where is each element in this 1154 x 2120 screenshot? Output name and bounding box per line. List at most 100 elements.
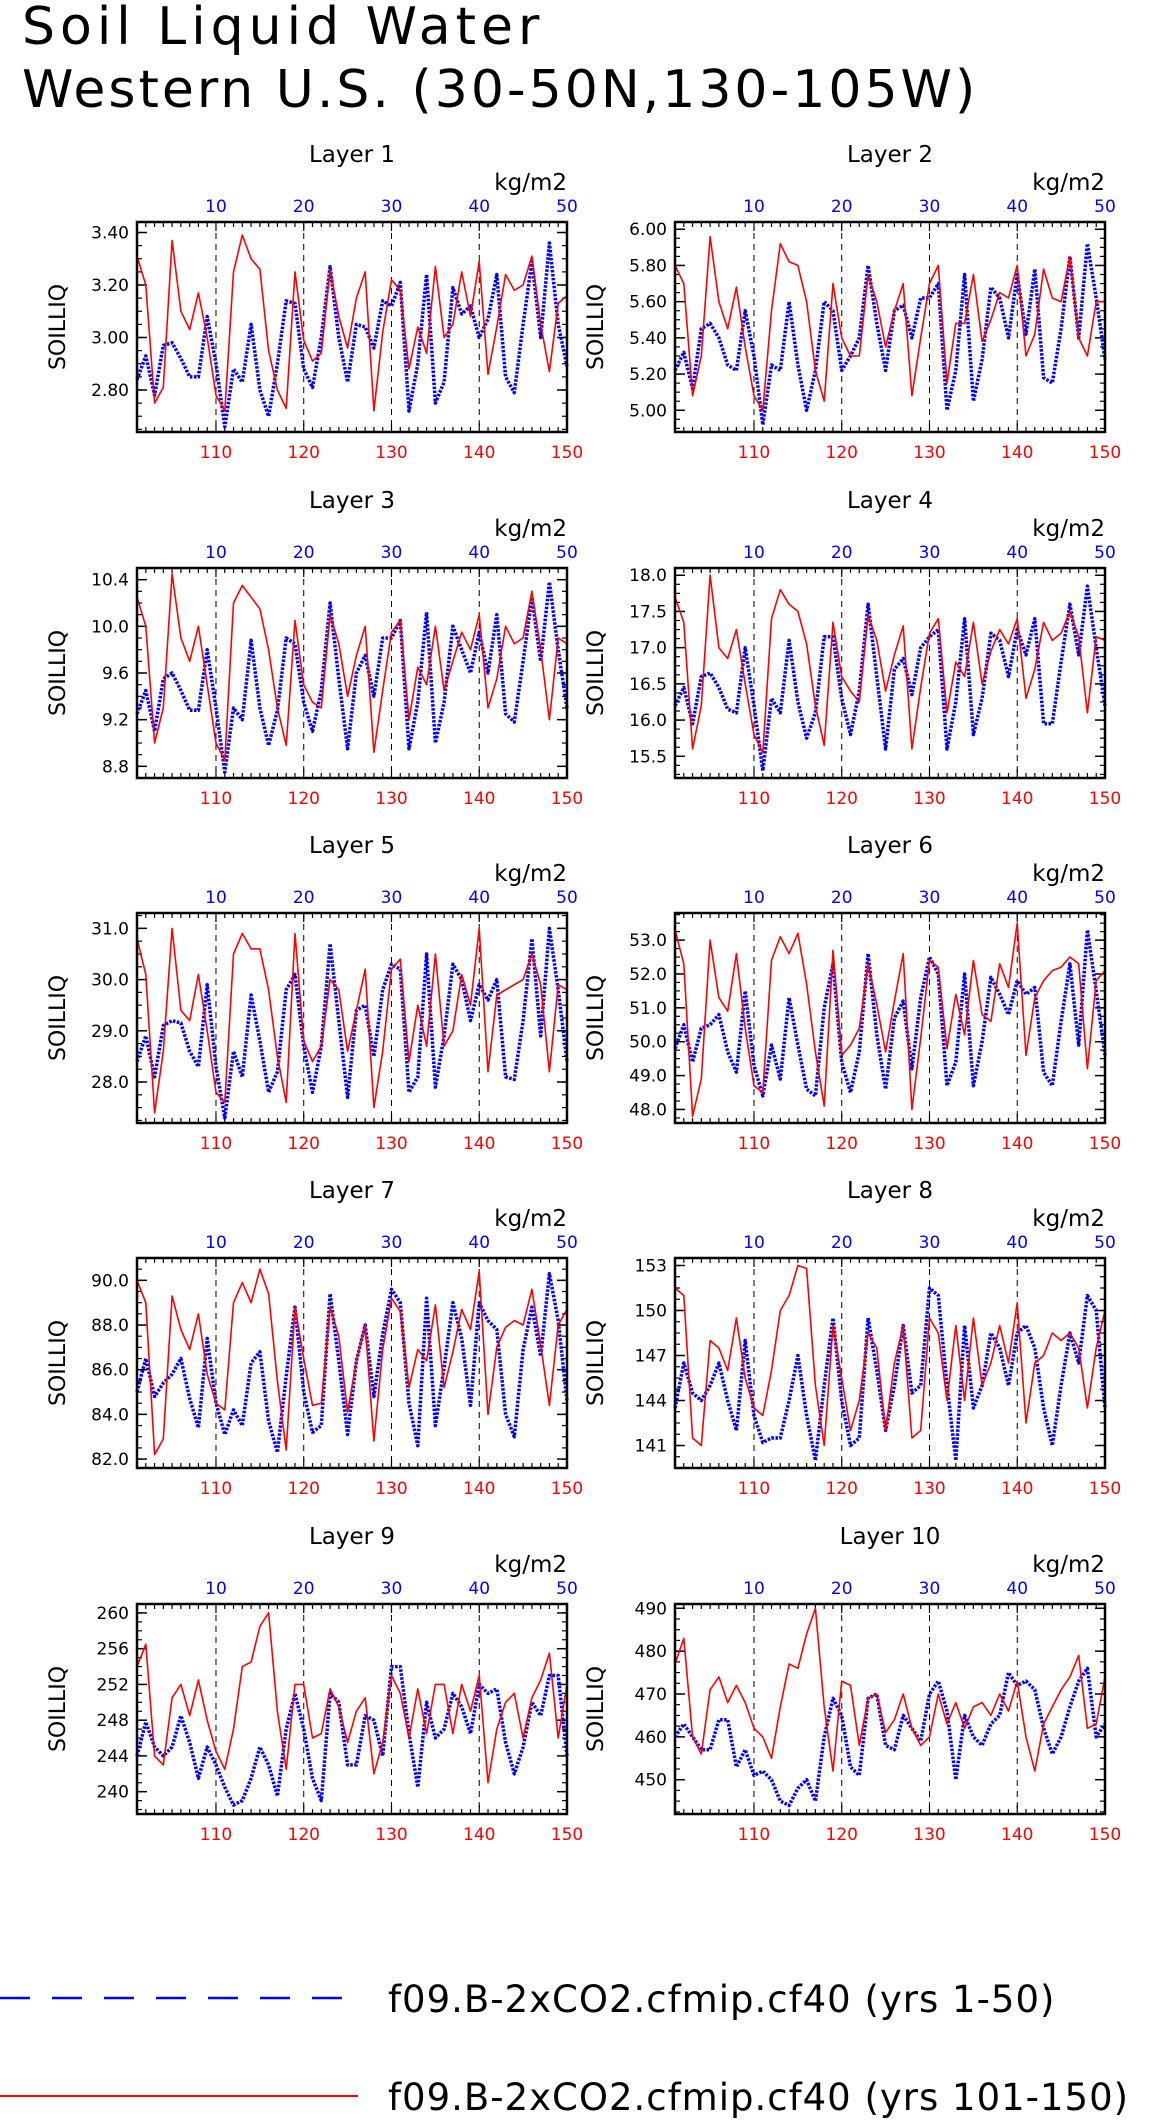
y-tick-label: 460 (635, 1728, 667, 1748)
x-bottom-tick-label: 130 (913, 443, 945, 463)
series-line-yrs-1-50 (135, 926, 569, 1120)
chart-panel-2: Layer 2 kg/m2 SOILLIQ 5.00 5.20 5.40 5.60 5.80 6… (584, 142, 1121, 463)
x-bottom-tick-label: 110 (200, 1825, 232, 1845)
y-tick-label: 15.5 (629, 747, 667, 767)
x-bottom-tick-label: 130 (913, 789, 945, 809)
chart-panel-9: Layer 9 kg/m2 SOILLIQ 240 244 248 252 256 260 110… (46, 1524, 583, 1845)
chart-panel-1: Layer 1 kg/m2 SOILLIQ 2.80 3.00 3.20 3.40 110 12… (46, 142, 583, 463)
panel-title: Layer 9 (309, 1524, 395, 1550)
x-top-tick-label: 20 (831, 543, 853, 563)
chart-panel-5: Layer 5 kg/m2 SOILLIQ 28.0 29.0 30.0 31.0 110 12… (46, 833, 583, 1154)
y-axis-label: SOILLIQ (46, 630, 71, 716)
x-bottom-tick-label: 110 (200, 443, 232, 463)
x-top-tick-label: 10 (743, 1579, 765, 1599)
y-tick-label: 240 (97, 1783, 129, 1803)
y-tick-label: 86.0 (91, 1361, 129, 1381)
y-tick-label: 480 (635, 1642, 667, 1662)
y-tick-label: 51.0 (629, 999, 667, 1019)
y-tick-label: 16.5 (629, 675, 667, 695)
x-top-tick-label: 20 (831, 1579, 853, 1599)
top-axis-unit-label: kg/m2 (1032, 861, 1105, 887)
x-top-tick-label: 10 (205, 197, 227, 217)
y-axis-label: SOILLIQ (584, 1666, 609, 1752)
y-tick-label: 9.2 (102, 711, 129, 731)
x-top-tick-label: 30 (381, 1233, 403, 1253)
y-tick-label: 10.0 (91, 617, 129, 637)
y-tick-label: 90.0 (91, 1271, 129, 1291)
y-tick-label: 30.0 (91, 971, 129, 991)
panel-title: Layer 10 (840, 1524, 941, 1550)
top-axis-unit-label: kg/m2 (1032, 516, 1105, 542)
panel-title: Layer 7 (309, 1178, 395, 1204)
x-bottom-tick-label: 140 (463, 1479, 495, 1499)
series-line-yrs-101-150 (674, 1607, 1106, 1772)
y-tick-label: 260 (97, 1604, 129, 1624)
y-tick-label: 5.00 (629, 401, 667, 421)
x-bottom-tick-label: 130 (375, 1134, 407, 1154)
y-tick-label: 17.5 (629, 602, 667, 622)
y-tick-label: 10.4 (91, 571, 129, 591)
x-bottom-tick-label: 110 (738, 443, 770, 463)
y-tick-label: 29.0 (91, 1022, 129, 1042)
x-bottom-tick-label: 130 (375, 443, 407, 463)
y-tick-label: 9.6 (102, 664, 129, 684)
series-line-yrs-1-50 (135, 1664, 569, 1807)
x-bottom-tick-label: 140 (1001, 789, 1033, 809)
plot-frame (673, 1256, 1107, 1470)
series-line-yrs-1-50 (673, 928, 1107, 1098)
chart-panel-7: Layer 7 kg/m2 SOILLIQ 82.0 84.0 86.0 88.0 90.0 1… (46, 1178, 583, 1499)
y-tick-label: 470 (635, 1685, 667, 1705)
series-line-yrs-1-50 (673, 1286, 1107, 1463)
x-bottom-tick-label: 110 (200, 1134, 232, 1154)
x-bottom-tick-label: 120 (288, 789, 320, 809)
x-bottom-tick-label: 150 (551, 1134, 583, 1154)
y-tick-label: 84.0 (91, 1405, 129, 1425)
chart-panel-3: Layer 3 kg/m2 SOILLIQ 8.8 9.2 9.6 10.0 10.4 110 1… (46, 488, 583, 809)
x-top-tick-label: 40 (1006, 1233, 1028, 1253)
x-top-tick-label: 50 (556, 1233, 578, 1253)
y-tick-label: 244 (97, 1747, 129, 1767)
x-top-tick-label: 30 (381, 543, 403, 563)
x-bottom-tick-label: 130 (375, 1825, 407, 1845)
plot-frame (673, 220, 1107, 434)
y-axis-label: SOILLIQ (46, 975, 71, 1061)
legend: f09.B-2xCO2.cfmip.cf40 (yrs 1-50) f09.B-… (0, 1978, 1129, 2119)
y-tick-label: 49.0 (629, 1067, 667, 1087)
panel-title: Layer 2 (847, 142, 933, 168)
x-bottom-tick-label: 150 (551, 1825, 583, 1845)
x-bottom-tick-label: 150 (1089, 789, 1121, 809)
chart-panel-10: Layer 10 kg/m2 SOILLIQ 450 460 470 480 490 110 12… (584, 1524, 1121, 1845)
x-top-tick-label: 10 (205, 1579, 227, 1599)
panel-title: Layer 6 (847, 833, 933, 859)
x-top-tick-label: 30 (919, 197, 941, 217)
x-top-tick-label: 30 (919, 1233, 941, 1253)
x-top-tick-label: 10 (743, 888, 765, 908)
x-bottom-tick-label: 120 (826, 1479, 858, 1499)
x-bottom-tick-label: 120 (288, 443, 320, 463)
panel-title: Layer 8 (847, 1178, 933, 1204)
x-bottom-tick-label: 120 (826, 1825, 858, 1845)
plot-frame (135, 220, 569, 434)
y-tick-label: 52.0 (629, 965, 667, 985)
x-top-tick-label: 20 (293, 1233, 315, 1253)
y-tick-label: 450 (635, 1771, 667, 1791)
y-tick-label: 144 (635, 1392, 667, 1412)
x-top-tick-label: 40 (1006, 543, 1028, 563)
series-line-yrs-101-150 (136, 1268, 568, 1456)
series-line-yrs-1-50 (135, 241, 569, 429)
x-bottom-tick-label: 110 (200, 789, 232, 809)
x-bottom-tick-label: 140 (1001, 1134, 1033, 1154)
series-line-yrs-101-150 (674, 922, 1106, 1117)
x-top-tick-label: 30 (919, 888, 941, 908)
y-tick-label: 28.0 (91, 1073, 129, 1093)
x-bottom-tick-label: 150 (1089, 1134, 1121, 1154)
x-top-tick-label: 50 (1094, 197, 1116, 217)
y-tick-label: 17.0 (629, 639, 667, 659)
legend-label-red: f09.B-2xCO2.cfmip.cf40 (yrs 101-150) (388, 2076, 1129, 2119)
x-top-tick-label: 20 (831, 197, 853, 217)
x-bottom-tick-label: 130 (913, 1479, 945, 1499)
x-top-tick-label: 20 (831, 888, 853, 908)
y-tick-label: 18.0 (629, 566, 667, 586)
x-bottom-tick-label: 110 (738, 1134, 770, 1154)
x-top-tick-label: 50 (1094, 1233, 1116, 1253)
